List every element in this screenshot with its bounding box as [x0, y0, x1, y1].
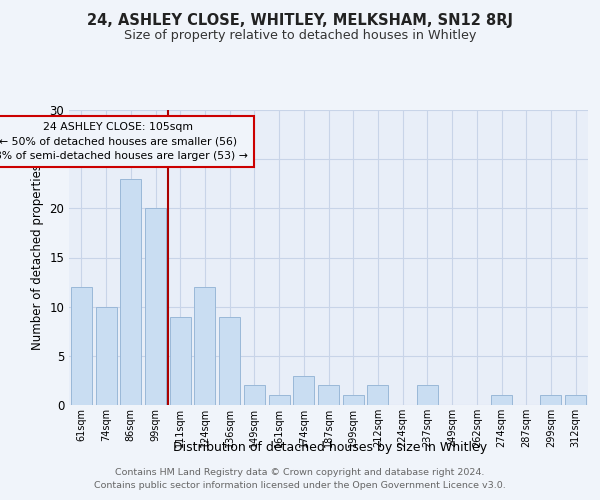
Bar [120, 179, 141, 405]
Bar [244, 386, 265, 405]
Bar [71, 287, 92, 405]
Bar [491, 395, 512, 405]
Bar [269, 395, 290, 405]
Bar [367, 386, 388, 405]
Text: 24, ASHLEY CLOSE, WHITLEY, MELKSHAM, SN12 8RJ: 24, ASHLEY CLOSE, WHITLEY, MELKSHAM, SN1… [87, 12, 513, 28]
Bar [417, 386, 438, 405]
Text: Size of property relative to detached houses in Whitley: Size of property relative to detached ho… [124, 29, 476, 42]
Bar [541, 395, 562, 405]
Bar [293, 376, 314, 405]
Bar [343, 395, 364, 405]
Bar [170, 316, 191, 405]
Y-axis label: Number of detached properties: Number of detached properties [31, 164, 44, 350]
Bar [194, 287, 215, 405]
Bar [145, 208, 166, 405]
Bar [95, 306, 116, 405]
Text: Contains HM Land Registry data © Crown copyright and database right 2024.: Contains HM Land Registry data © Crown c… [115, 468, 485, 477]
Text: Distribution of detached houses by size in Whitley: Distribution of detached houses by size … [173, 441, 487, 454]
Text: 24 ASHLEY CLOSE: 105sqm
← 50% of detached houses are smaller (56)
48% of semi-de: 24 ASHLEY CLOSE: 105sqm ← 50% of detache… [0, 122, 248, 162]
Bar [565, 395, 586, 405]
Bar [318, 386, 339, 405]
Bar [219, 316, 240, 405]
Text: Contains public sector information licensed under the Open Government Licence v3: Contains public sector information licen… [94, 480, 506, 490]
